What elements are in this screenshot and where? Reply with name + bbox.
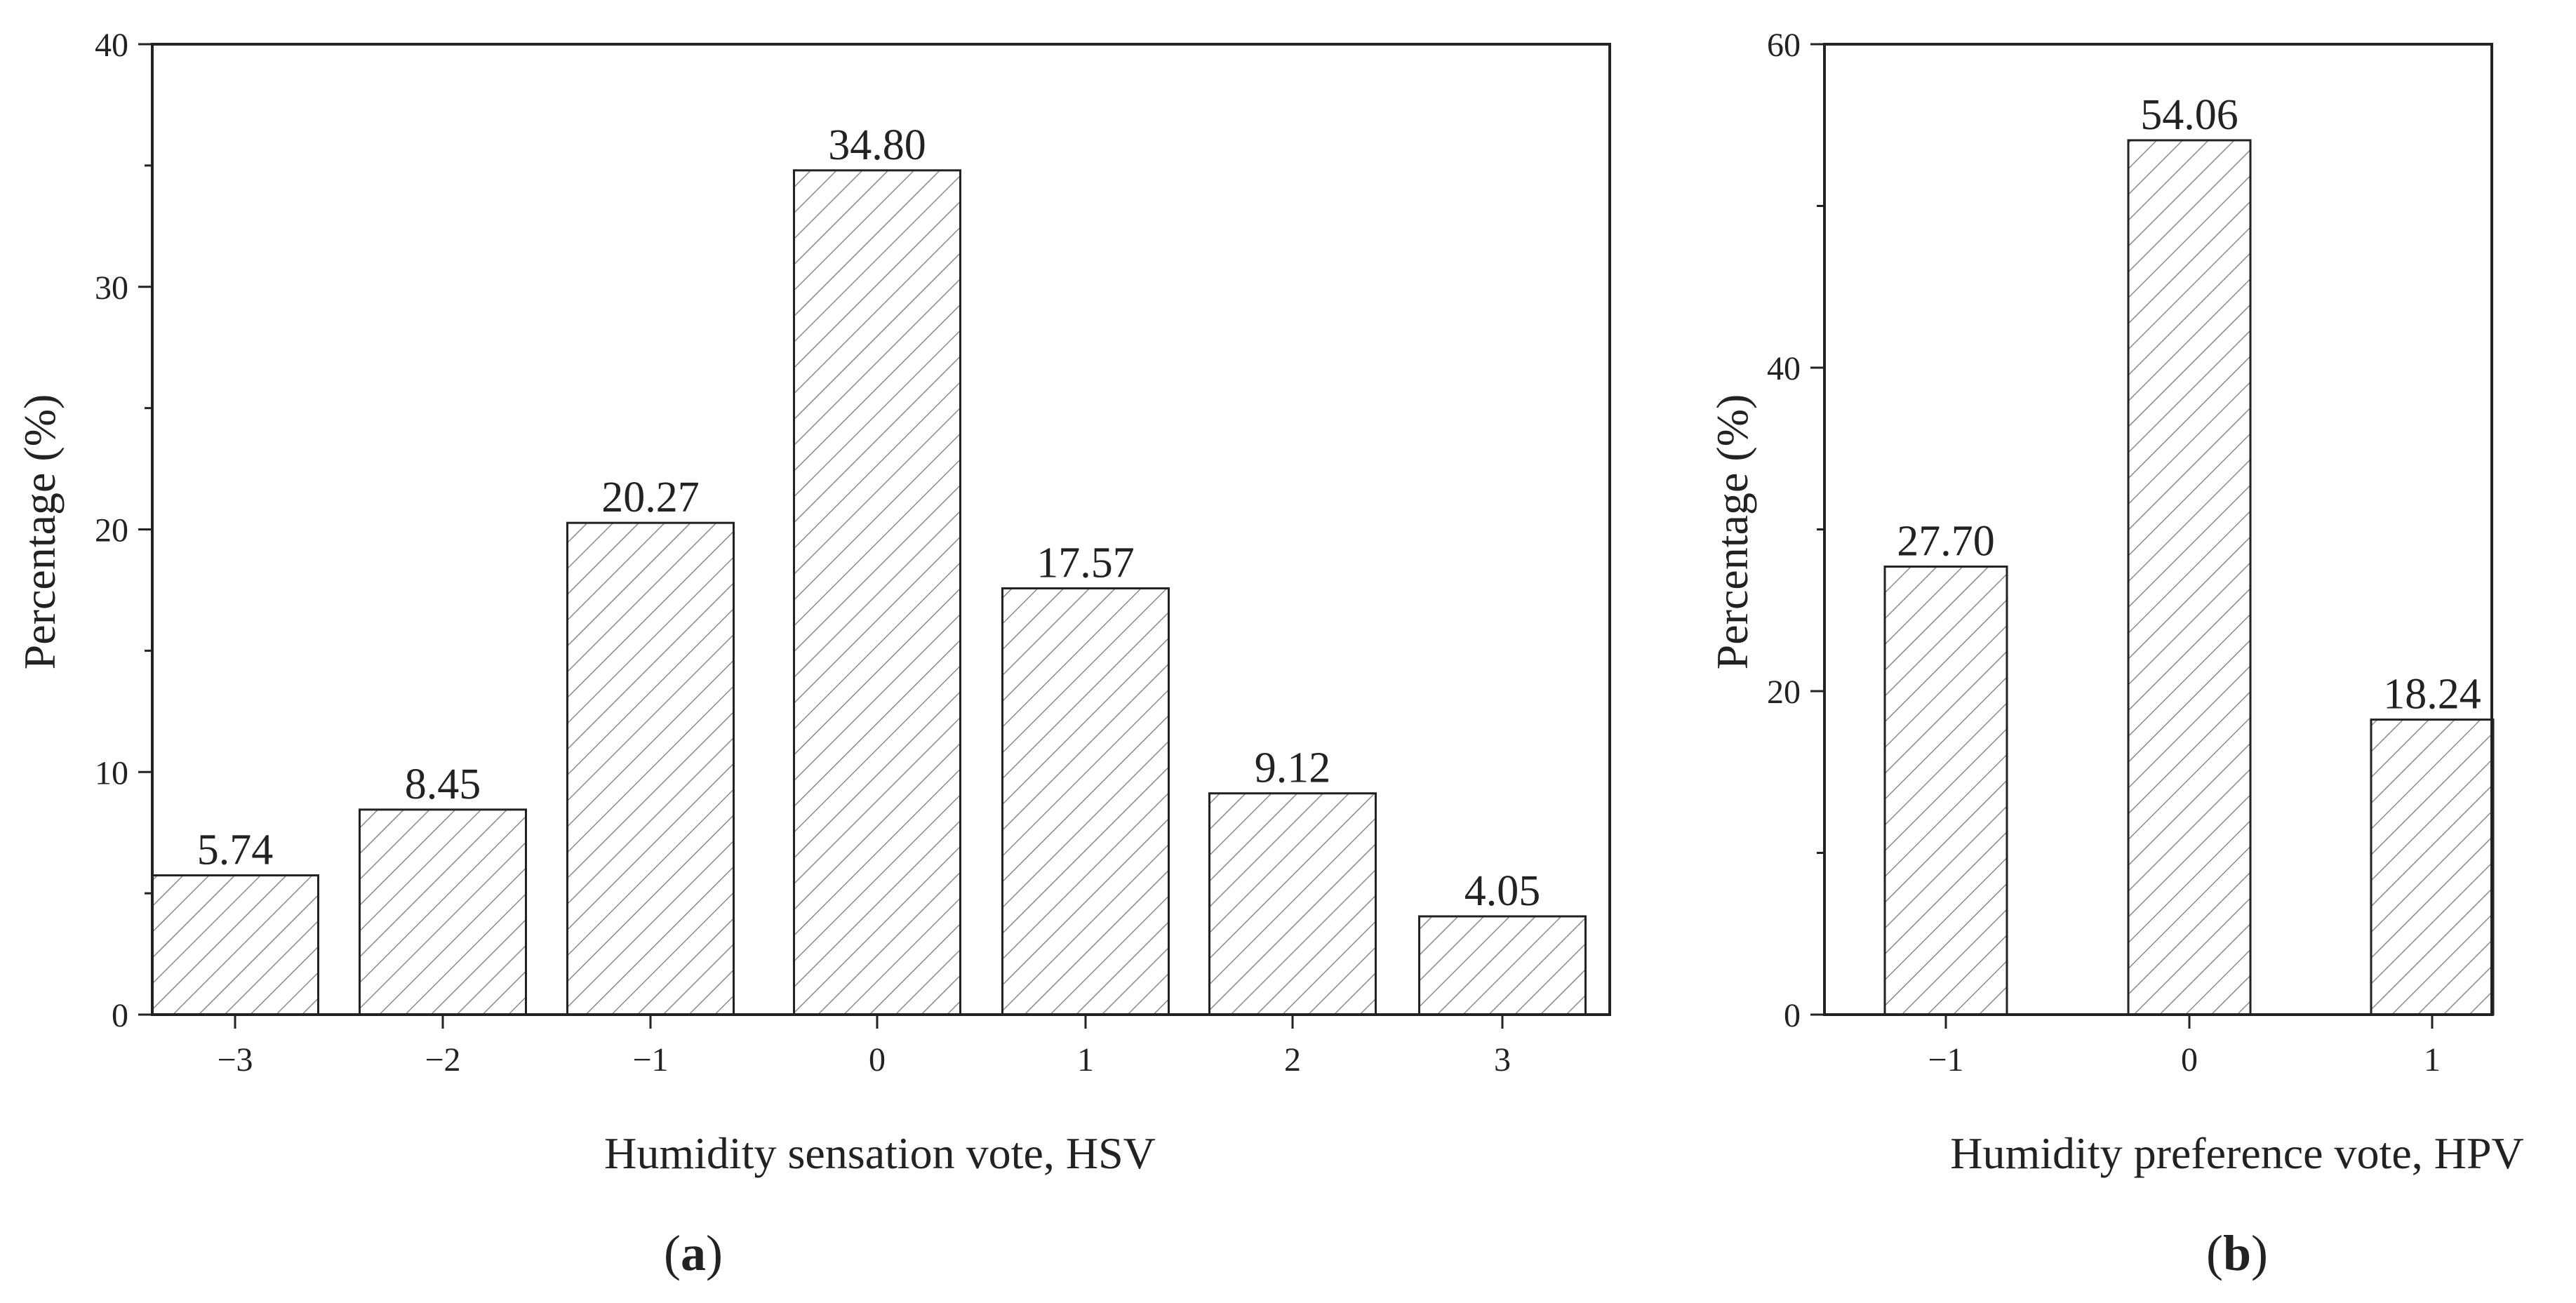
y-axis-ticks: 0 10 20 30 40 — [95, 27, 152, 1034]
chart-panel-a: 0 10 20 30 40 −3 −2 −1 0 1 2 3 5.74 8.45 20.27 34.80 1… — [15, 27, 1611, 1281]
x-tick-label: 0 — [869, 1041, 886, 1078]
bar-3 — [566, 521, 735, 1016]
y-axis-title: Percentage (%) — [1707, 394, 1757, 670]
data-label-4: 34.80 — [828, 121, 926, 169]
y-tick-label: 0 — [112, 997, 128, 1034]
x-tick-label: −3 — [217, 1041, 253, 1078]
data-label-6: 9.12 — [1255, 744, 1331, 792]
x-tick-label: 1 — [1077, 1041, 1094, 1078]
x-tick-label: 3 — [1494, 1041, 1511, 1078]
y-tick-label: 40 — [1767, 350, 1801, 387]
data-label-2: 8.45 — [405, 761, 481, 808]
x-axis-ticks: −1 0 1 — [1928, 1015, 2441, 1078]
data-label-7: 4.05 — [1464, 867, 1541, 915]
data-labels: 27.70 54.06 18.24 — [1897, 91, 2481, 719]
chart-panel-b: 0 20 40 60 −1 0 1 27.70 54.06 18.24 Percentage … — [1707, 27, 2524, 1281]
x-tick-label: −1 — [632, 1041, 668, 1078]
x-tick-label: −2 — [425, 1041, 460, 1078]
y-axis-ticks: 0 20 40 60 — [1767, 27, 1824, 1034]
data-label-1: 27.70 — [1897, 518, 1995, 566]
plot-frame — [151, 43, 1611, 1016]
y-tick-label: 10 — [95, 754, 128, 791]
data-labels: 5.74 8.45 20.27 34.80 17.57 9.12 4.05 — [197, 121, 1541, 915]
data-label-3: 18.24 — [2383, 671, 2481, 719]
x-tick-label: −1 — [1928, 1041, 1963, 1078]
data-label-2: 54.06 — [2140, 91, 2238, 139]
y-tick-label: 20 — [95, 512, 128, 549]
y-tick-label: 40 — [95, 27, 128, 64]
bar-group — [151, 169, 1587, 1016]
x-tick-label: 1 — [2424, 1041, 2441, 1078]
bar-1 — [151, 874, 319, 1016]
panel-label-a: (a) — [664, 1225, 723, 1281]
y-tick-label: 20 — [1767, 674, 1801, 711]
bar-4 — [793, 169, 961, 1016]
x-tick-label: 0 — [2181, 1041, 2198, 1078]
x-axis-title: Humidity preference vote, HPV — [1950, 1128, 2524, 1178]
bar-5 — [1001, 587, 1170, 1016]
bar-7 — [1418, 915, 1587, 1016]
plot-frame — [1823, 43, 2493, 1016]
x-tick-label: 2 — [1284, 1041, 1301, 1078]
x-axis-title: Humidity sensation vote, HSV — [604, 1128, 1156, 1178]
y-tick-label: 0 — [1784, 997, 1801, 1034]
bar-2 — [359, 808, 527, 1016]
data-label-3: 20.27 — [601, 474, 700, 521]
bar-group — [1883, 139, 2495, 1016]
y-tick-label: 30 — [95, 269, 128, 307]
panel-label-b: (b) — [2206, 1225, 2268, 1281]
bar-1 — [1883, 566, 2008, 1016]
bar-3 — [2370, 719, 2495, 1016]
y-axis-title: Percentage (%) — [15, 394, 65, 670]
bar-6 — [1208, 792, 1377, 1016]
bar-2 — [2127, 139, 2252, 1016]
y-tick-label: 60 — [1767, 27, 1801, 64]
data-label-1: 5.74 — [197, 827, 274, 874]
x-axis-ticks: −3 −2 −1 0 1 2 3 — [217, 1015, 1511, 1078]
data-label-5: 17.57 — [1036, 540, 1135, 587]
